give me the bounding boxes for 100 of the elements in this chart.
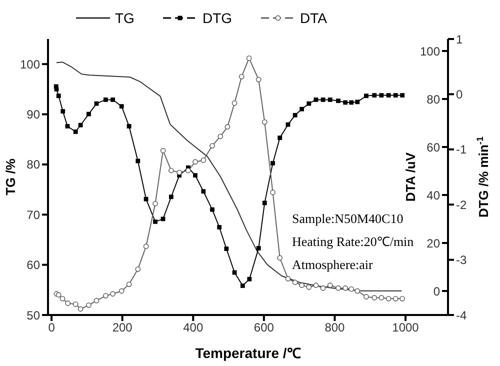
x-tick-label: 200 (112, 320, 133, 335)
point (386, 93, 391, 98)
legend-label: DTA (300, 10, 327, 26)
point (300, 106, 304, 112)
point (320, 285, 326, 291)
y2-tick-label: 100 (420, 44, 440, 58)
y3-tick-label: 1 (456, 32, 463, 46)
point (217, 225, 222, 230)
point (78, 306, 84, 312)
point (262, 200, 267, 206)
point (348, 286, 354, 292)
point (54, 87, 59, 92)
point (60, 296, 66, 302)
legend-label: DTG (202, 10, 232, 26)
point (355, 100, 360, 104)
point (278, 136, 282, 140)
point (372, 295, 378, 300)
y2-tick-label: 40 (426, 188, 440, 202)
point (224, 124, 230, 130)
annotation: Sample:N50M40C10 (292, 210, 404, 228)
point (392, 296, 398, 302)
point (119, 104, 124, 109)
point (400, 93, 405, 98)
point (193, 173, 198, 178)
point (285, 276, 291, 282)
point (328, 98, 332, 102)
point (60, 109, 66, 114)
point (314, 98, 318, 102)
point (292, 280, 298, 286)
y-tick-label: 50 (26, 308, 40, 322)
point (343, 100, 348, 105)
point (56, 94, 61, 98)
point (126, 124, 132, 128)
point (224, 246, 229, 251)
point (86, 302, 92, 308)
y-tick-label: 90 (26, 108, 40, 122)
point (118, 288, 124, 294)
point (94, 101, 99, 106)
y2-tick-label: 20 (426, 236, 440, 250)
point (286, 122, 290, 127)
x-tick-label: 400 (183, 320, 204, 335)
point (135, 266, 141, 272)
point (103, 293, 108, 298)
y3-tick-label: -2 (456, 198, 467, 212)
y3-tick-label: 0 (456, 87, 463, 102)
point (232, 100, 238, 106)
x-tick-label: 1000 (392, 320, 420, 335)
y3-tick-label: -4 (456, 308, 467, 322)
y2-axis-title: DTA /uV (403, 152, 418, 202)
point (210, 207, 214, 212)
point (246, 56, 252, 61)
point (372, 93, 377, 98)
point (238, 74, 244, 80)
x-tick-label: 600 (254, 320, 274, 335)
y-tick-label: 60 (26, 258, 40, 272)
point (143, 244, 149, 250)
point (378, 295, 384, 300)
point (247, 276, 252, 282)
point (176, 170, 182, 176)
point (78, 122, 83, 128)
point (126, 282, 132, 287)
point (320, 98, 326, 102)
point (386, 296, 392, 302)
point (327, 282, 333, 288)
x-tick-label: 800 (324, 320, 346, 335)
point (299, 282, 305, 288)
point (270, 161, 275, 166)
point (256, 76, 262, 82)
annotation: Heating Rate:20℃/min (292, 233, 414, 251)
point (144, 196, 148, 202)
point (153, 220, 158, 224)
x-tick-label: 0 (48, 320, 56, 335)
point (168, 168, 174, 174)
point (86, 112, 91, 116)
point (110, 291, 116, 297)
point (104, 98, 108, 102)
point (277, 255, 283, 261)
y-tick-label: 80 (26, 158, 40, 172)
point (354, 288, 360, 294)
point (152, 200, 158, 206)
y2-tick-label: 80 (426, 92, 440, 106)
legend-label: TG (115, 10, 134, 26)
point (349, 100, 354, 105)
x-axis-title: Temperature /℃ (195, 345, 301, 361)
y3-tick-label: -3 (456, 253, 467, 268)
point (379, 93, 384, 98)
point (185, 168, 191, 174)
annotation: Atmosphere:air (292, 256, 374, 274)
point (192, 159, 198, 165)
point (210, 143, 215, 148)
point (201, 189, 206, 194)
point (218, 134, 224, 140)
y-tick-label: 70 (26, 208, 40, 222)
point (65, 300, 71, 306)
y3-tick-label: -1 (456, 142, 467, 157)
point (270, 190, 276, 196)
point (364, 294, 369, 300)
point (94, 298, 100, 304)
point (306, 284, 312, 290)
point (342, 285, 348, 291)
